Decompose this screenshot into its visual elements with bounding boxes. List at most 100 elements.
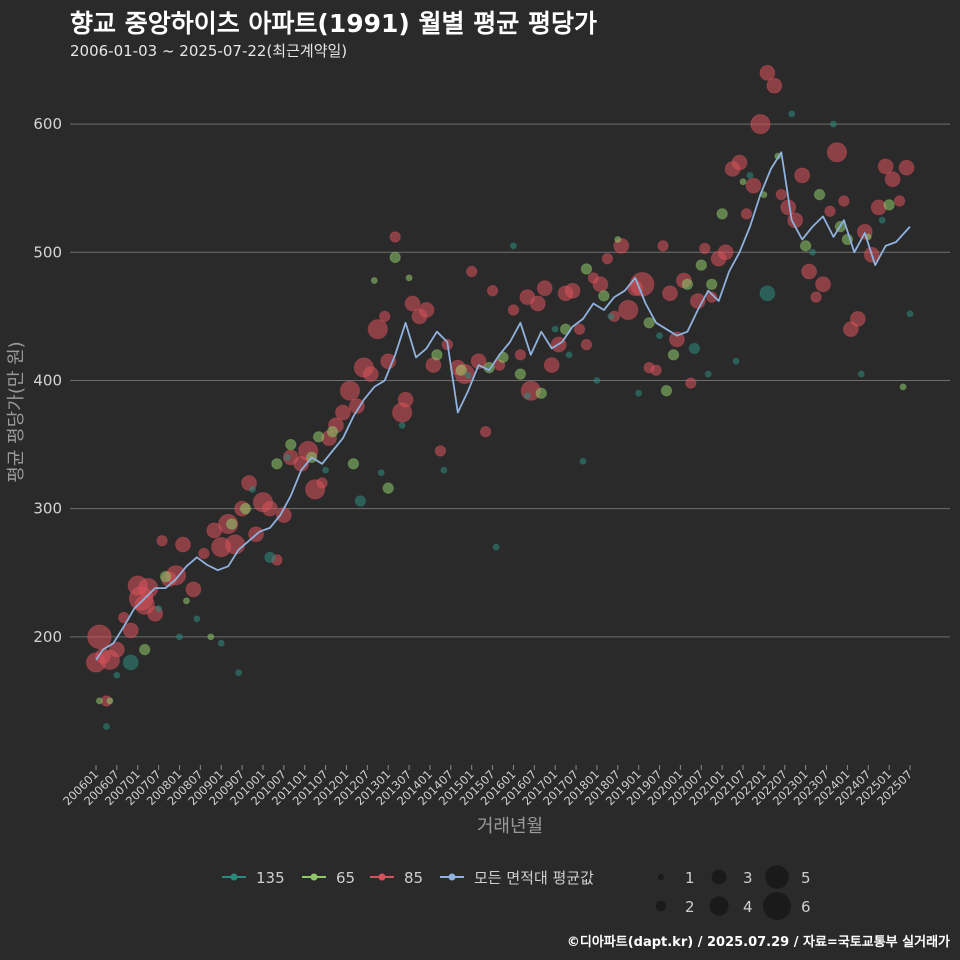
point-85-2019-08	[657, 240, 669, 252]
y-tick-200: 200	[33, 628, 62, 646]
point-85-2006-07	[108, 641, 125, 658]
point-135-2019-01	[635, 389, 643, 397]
point-135-2006-07	[113, 671, 121, 679]
chart-subtitle: 2006-01-03 ~ 2025-07-22(최근계약일)	[70, 42, 348, 60]
point-135-2014-05	[440, 466, 448, 474]
legend-size-label-2: 2	[685, 898, 695, 916]
point-85-2006-11	[122, 622, 139, 639]
legend-size-3	[711, 869, 727, 885]
point-135-2009-06	[235, 669, 243, 677]
point-135-2010-03	[264, 551, 276, 564]
point-85-2025-02	[884, 171, 901, 188]
point-135-2020-05	[688, 342, 701, 355]
point-135-2007-07	[155, 605, 163, 613]
point-85-2020-08	[699, 242, 711, 255]
point-85-2021-02	[717, 244, 734, 261]
point-65-2021-07	[739, 178, 747, 186]
point-65-2025-01	[883, 199, 895, 211]
x-axis-title: 거래년월	[477, 816, 543, 837]
point-65-2016-03	[514, 368, 527, 380]
point-85-2021-10	[745, 177, 762, 194]
legend-dot-65	[310, 873, 318, 881]
y-tick-600: 600	[33, 115, 62, 133]
point-135-2021-05	[732, 357, 740, 365]
point-85-2022-06	[775, 188, 787, 201]
point-85-2023-12	[838, 195, 850, 207]
point-85-2016-01	[507, 304, 520, 316]
point-85-2017-08	[573, 323, 586, 335]
x-tick-labels: 2006012006072007012007072008012008072009…	[60, 765, 915, 808]
point-85-2013-06	[397, 391, 414, 408]
point-135-2017-01	[551, 325, 559, 333]
point-65-2019-04	[643, 317, 655, 329]
point-85-2023-02	[801, 263, 818, 280]
point-65-2007-09	[159, 570, 172, 583]
legend-label-135: 135	[256, 869, 285, 887]
point-85-2020-04	[685, 377, 697, 389]
grid-lines	[70, 123, 950, 638]
point-85-2013-12	[418, 302, 435, 318]
point-85-2023-08	[824, 205, 836, 217]
point-65-2011-05	[312, 431, 325, 443]
point-135-2006-11	[122, 654, 139, 671]
chart-title: 향교 중앙하이츠 아파트(1991) 월별 평균 평당가	[70, 9, 597, 38]
point-85-2019-02	[629, 272, 655, 297]
point-85-2008-08	[198, 547, 210, 560]
point-135-2010-08	[283, 453, 291, 461]
point-85-2021-06	[731, 154, 748, 171]
point-85-2012-08	[362, 366, 379, 382]
point-85-2024-10	[870, 199, 887, 216]
point-85-2011-06	[316, 477, 328, 489]
point-65-2025-05	[899, 383, 907, 391]
point-135-2017-05	[565, 351, 573, 359]
point-85-2025-06	[898, 159, 915, 176]
point-65-2012-03	[347, 458, 360, 470]
legend-size-2	[655, 900, 667, 912]
point-135-2023-03	[809, 248, 817, 256]
point-65-2017-10	[580, 263, 593, 275]
legend-label-85: 85	[404, 869, 423, 887]
point-65-2019-11	[667, 349, 680, 361]
point-85-2007-08	[156, 534, 168, 547]
point-85-2017-10	[580, 338, 593, 351]
point-135-2006-04	[102, 723, 110, 731]
point-85-2015-01	[465, 265, 478, 278]
point-135-2024-11	[878, 216, 886, 224]
legend-dot-85	[378, 873, 386, 881]
point-135-2012-11	[377, 469, 385, 477]
point-85-2022-12	[794, 167, 811, 184]
legend-size-5	[765, 865, 789, 889]
point-65-2011-09	[326, 426, 339, 438]
average-line-path	[95, 151, 911, 661]
point-135-2009-10	[249, 485, 257, 493]
point-85-2018-04	[601, 252, 614, 265]
average-line	[95, 151, 911, 661]
point-85-2015-07	[486, 285, 499, 297]
point-65-2023-01	[799, 240, 812, 252]
point-65-2010-09	[285, 438, 297, 451]
point-135-2016-05	[523, 392, 531, 400]
point-65-2020-10	[706, 278, 718, 291]
point-85-2015-05	[479, 426, 492, 438]
point-85-2015-03	[470, 353, 487, 370]
legend-label-avg: 모든 면적대 평균값	[474, 869, 594, 887]
point-65-2014-10	[455, 364, 467, 376]
point-135-2024-05	[857, 370, 865, 378]
point-85-2016-03	[514, 349, 527, 361]
point-135-2022-09	[788, 110, 796, 118]
point-135-2017-09	[579, 457, 587, 465]
point-65-2013-03	[389, 251, 401, 264]
point-85-2016-10	[536, 280, 553, 297]
point-135-2008-06	[193, 615, 201, 623]
point-85-2006-02	[87, 624, 112, 650]
legend-size-label-3: 3	[743, 869, 753, 887]
legend-size-label-4: 4	[743, 898, 753, 916]
y-tick-300: 300	[33, 500, 62, 518]
point-135-2011-07	[322, 466, 330, 474]
point-65-2021-01	[716, 208, 728, 220]
point-85-2024-12	[877, 158, 894, 175]
legend-size-label-1: 1	[685, 869, 695, 887]
point-65-2010-05	[271, 458, 283, 470]
point-135-2013-05	[398, 421, 406, 429]
